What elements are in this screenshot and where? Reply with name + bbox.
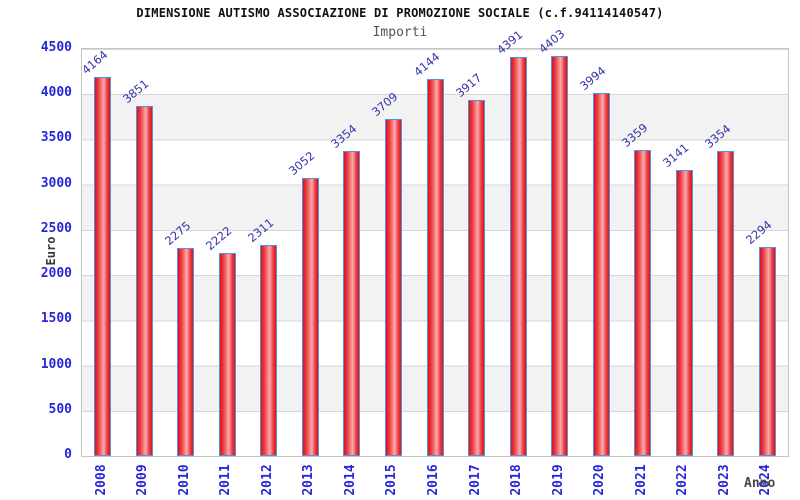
value-label-2014: 3354 [327,121,360,151]
y-tick-1000: 1000 [40,356,72,372]
x-tick-2016: 2016 [426,464,441,496]
value-label-2010: 2275 [161,218,194,249]
value-label-2024: 2294 [743,216,775,247]
bar-2020 [592,92,610,456]
x-tick-2011: 2011 [218,464,234,496]
y-tick-500: 500 [48,401,72,417]
value-label-2021: 3359 [618,120,651,151]
x-tick-2012: 2012 [259,464,275,496]
y-tick-3000: 3000 [40,175,72,191]
value-label-2008: 4164 [78,47,111,78]
value-label-2023: 3354 [701,121,734,151]
x-tick-2009: 2009 [135,464,151,496]
chart-subtitle: Importi [372,25,428,40]
bar-2022 [675,169,693,456]
bar-2024 [758,246,776,456]
bar-2018 [509,56,527,456]
x-tick-2015: 2015 [384,464,400,496]
value-label-2011: 2222 [203,223,235,254]
x-tick-2019: 2019 [550,464,566,496]
y-tick-3500: 3500 [40,130,72,146]
value-label-2012: 2311 [244,215,277,245]
bar-2008 [94,77,112,456]
x-tick-2020: 2020 [592,464,608,496]
value-label-2009: 3851 [120,76,152,106]
value-label-2020: 3994 [577,63,609,93]
bar-2011 [218,253,236,456]
bar-2019 [551,55,569,456]
x-tick-2017: 2017 [467,464,483,496]
x-tick-2014: 2014 [342,464,358,496]
bar-2015 [384,118,402,456]
x-tick-2008: 2008 [93,464,109,496]
value-label-2022: 3141 [660,140,692,170]
x-axis-title: Anno [744,476,776,491]
y-tick-2500: 2500 [40,220,72,236]
bar-2017 [468,99,486,456]
value-label-2016: 4144 [411,49,443,80]
bar-2023 [717,150,735,456]
x-tick-2022: 2022 [675,464,691,496]
plot-area: 4164 3851 2275 2222 2311 3052 3354 3709 4144 3917… [78,26,789,457]
x-tick-2010: 2010 [176,464,192,496]
bar-2021 [634,150,652,456]
y-axis-title: Euro [44,236,58,266]
bar-2013 [301,177,319,456]
x-tick-2021: 2021 [633,464,649,496]
y-tick-4500: 4500 [40,40,72,55]
y-tick-0: 0 [64,447,72,462]
bar-2012 [260,244,278,456]
y-tick-1500: 1500 [40,311,72,327]
y-tick-4000: 4000 [40,85,72,101]
chart-title: DIMENSIONE AUTISMO ASSOCIAZIONE DI PROMO… [136,6,664,20]
bar-2009 [135,105,153,456]
x-tick-2018: 2018 [509,464,525,496]
value-label-2015: 3709 [369,89,401,119]
bar-2016 [426,79,444,456]
x-tick-2023: 2023 [716,464,732,496]
bar-2014 [343,150,361,456]
value-label-2017: 3917 [452,70,484,100]
y-tick-2000: 2000 [40,266,72,282]
bar-2010 [177,248,195,456]
value-label-2013: 3052 [286,148,318,178]
x-tick-2013: 2013 [301,464,317,496]
